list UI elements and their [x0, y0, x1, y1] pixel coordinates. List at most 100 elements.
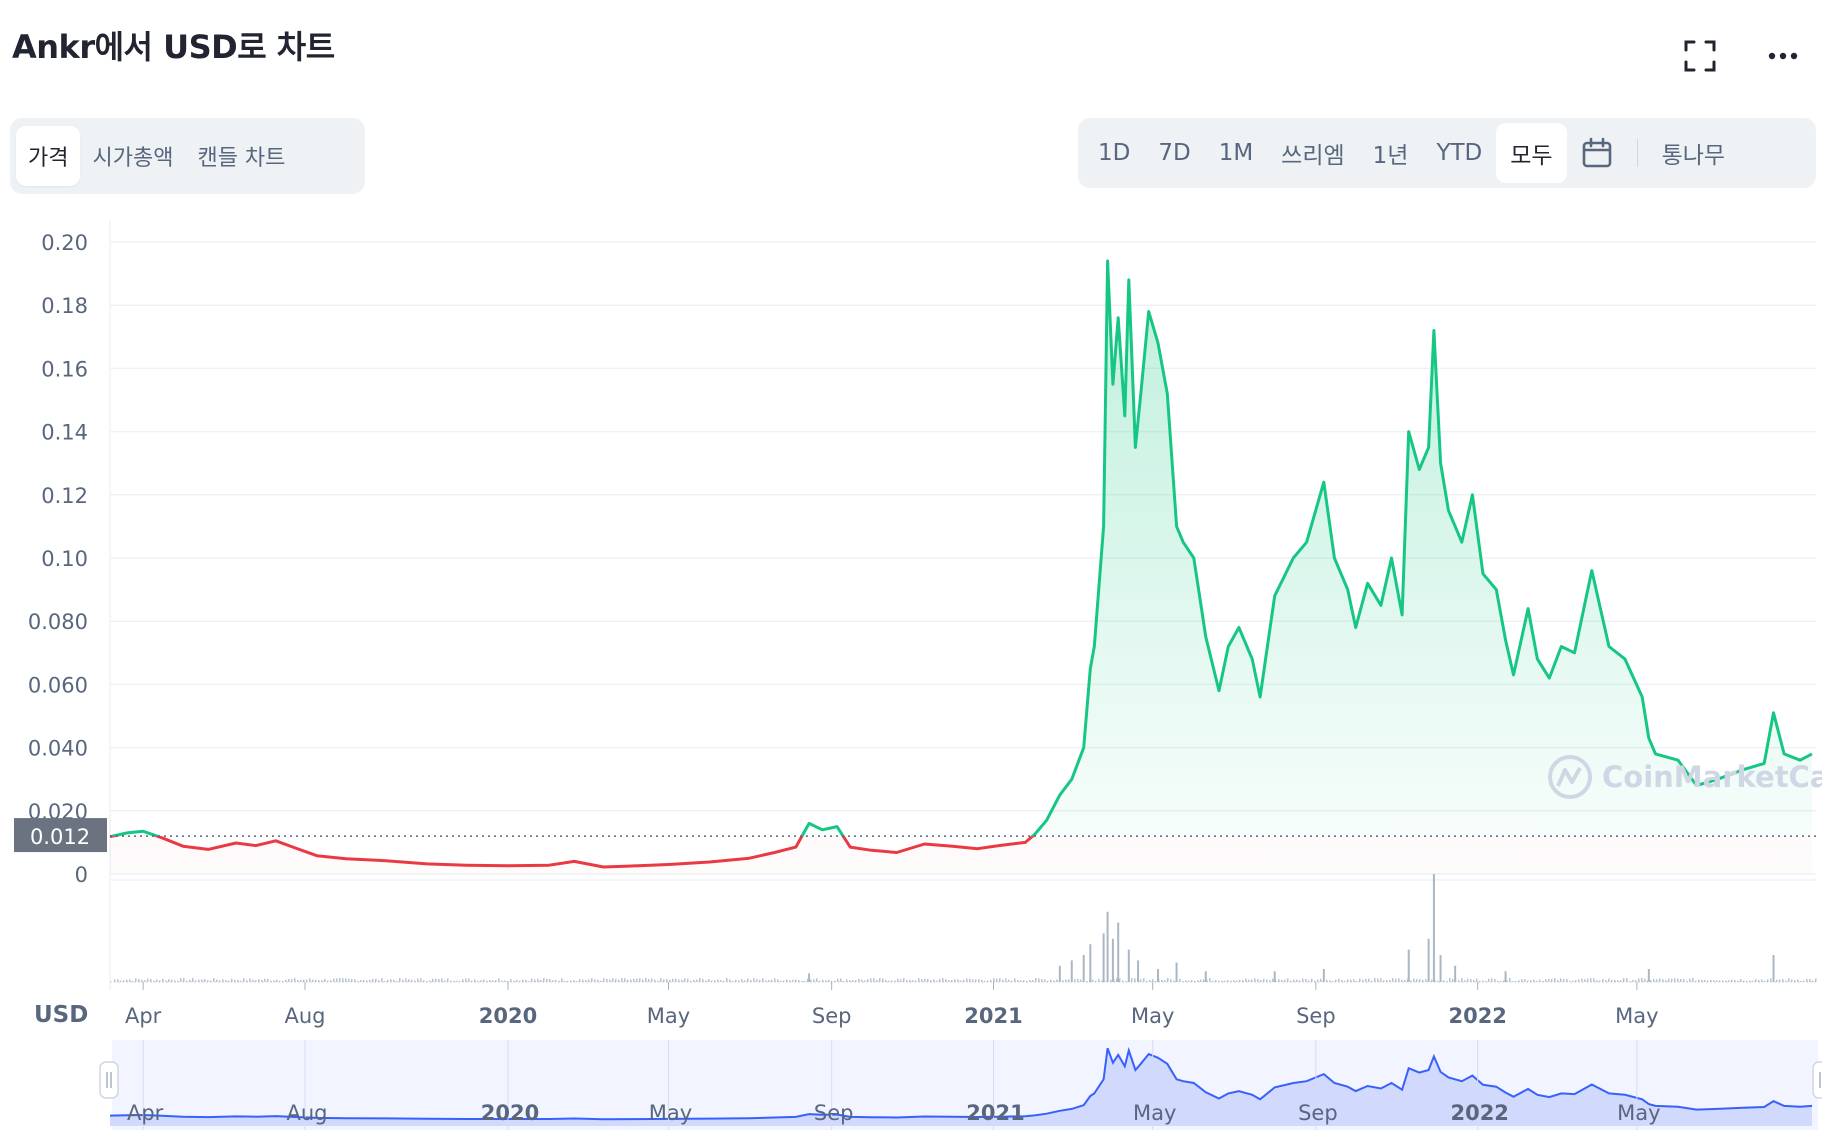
volume-bar: [1587, 978, 1589, 982]
volume-bar: [1308, 980, 1310, 982]
volume-bar: [234, 979, 236, 982]
volume-bar: [978, 979, 980, 982]
volume-bar: [774, 978, 776, 982]
range-7d[interactable]: 7D: [1158, 140, 1191, 166]
y-tick-label: 0.080: [28, 610, 88, 634]
volume-bar: [972, 979, 974, 982]
volume-bar: [603, 978, 605, 982]
volume-bar: [573, 980, 575, 982]
volume-bar: [1035, 978, 1037, 982]
volume-bar: [1782, 979, 1784, 982]
volume-bar: [798, 980, 800, 982]
volume-bar: [1704, 979, 1706, 982]
navigator-label: May: [649, 1101, 692, 1125]
volume-bar: [1098, 979, 1100, 982]
tab-price[interactable]: 가격: [16, 126, 81, 186]
volume-bar: [729, 979, 731, 982]
range-1y[interactable]: 1년: [1372, 143, 1409, 169]
volume-bar: [831, 980, 833, 982]
volume-bar: [666, 979, 668, 982]
volume-bar: [1584, 979, 1586, 982]
volume-bar: [357, 980, 359, 982]
volume-bar: [744, 980, 746, 982]
volume-bar: [1566, 978, 1568, 982]
volume-bar: [552, 980, 554, 982]
volume-bar: [789, 980, 791, 982]
range-all[interactable]: 모두: [1496, 123, 1567, 183]
volume-bar: [855, 980, 857, 982]
range-1m[interactable]: 1M: [1218, 140, 1254, 166]
volume-bar: [912, 980, 914, 982]
volume-bar: [1266, 979, 1268, 982]
range-3m[interactable]: 쓰리엠: [1281, 143, 1345, 169]
volume-bar: [990, 979, 992, 982]
volume-bar: [1578, 979, 1580, 982]
volume-bar: [1101, 980, 1103, 982]
range-navigator[interactable]: Apr Aug 2020 May Sep 2021 May Sep 2022 May: [99, 1040, 1822, 1130]
volume-bar: [480, 980, 482, 982]
calendar-icon[interactable]: [1567, 123, 1627, 183]
volume-bar: [1134, 978, 1136, 982]
volume-bar: [840, 978, 842, 982]
log-scale-toggle[interactable]: 통나무: [1661, 143, 1726, 169]
volume-bar: [1668, 978, 1670, 982]
volume-bar: [387, 979, 389, 982]
volume-bar: [195, 980, 197, 982]
volume-bar: [372, 978, 374, 982]
volume-bar: [1419, 979, 1421, 982]
volume-bar: [735, 979, 737, 982]
volume-bar: [555, 979, 557, 982]
volume-bar: [177, 980, 179, 982]
volume-bar: [894, 980, 896, 982]
volume-bar: [1116, 978, 1118, 982]
volume-bar: [1017, 979, 1019, 982]
fullscreen-icon[interactable]: [1680, 36, 1720, 76]
volume-bar: [420, 978, 422, 982]
volume-bar: [1092, 979, 1094, 982]
volume-bar: [570, 980, 572, 982]
range-1d[interactable]: 1D: [1098, 140, 1131, 166]
more-icon[interactable]: [1763, 36, 1803, 76]
volume-bar: [1473, 979, 1475, 982]
volume-bar: [414, 980, 416, 982]
volume-bar: [1257, 978, 1259, 982]
volume-bar: [360, 980, 362, 982]
volume-bar: [804, 980, 806, 982]
volume-bar: [1683, 979, 1685, 982]
volume-bar: [957, 979, 959, 982]
volume-bar: [267, 979, 269, 982]
volume-bar: [1356, 980, 1358, 982]
volume-bar: [987, 980, 989, 982]
volume-bar: [1401, 979, 1403, 982]
volume-bar: [558, 980, 560, 982]
volume-bar: [1230, 980, 1232, 982]
volume-bar: [1557, 980, 1559, 982]
volume-bar: [1701, 979, 1703, 982]
volume-bar: [1563, 979, 1565, 982]
volume-bar: [171, 979, 173, 982]
tab-candle-chart[interactable]: 캔들 차트: [197, 146, 286, 171]
navigator-handle-left[interactable]: [99, 1061, 119, 1099]
volume-bar: [1482, 980, 1484, 982]
chart-type-tabs: 가격 시가총액 캔들 차트: [10, 118, 365, 194]
volume-bar: [201, 979, 203, 982]
x-axis: USD Apr Aug 2020 May Sep 2021 May Sep 2022 May: [34, 982, 1659, 1028]
range-ytd[interactable]: YTD: [1436, 140, 1483, 166]
volume-bar: [1332, 980, 1334, 982]
navigator-handle-right[interactable]: [1812, 1061, 1822, 1099]
volume-bar: [1338, 978, 1340, 982]
volume-bar: [1020, 980, 1022, 982]
volume-bar: [924, 978, 926, 982]
volume-bar: [276, 979, 278, 982]
tab-market-cap[interactable]: 시가총액: [92, 146, 174, 171]
volume-bar: [543, 978, 545, 982]
volume-bar: [123, 980, 125, 982]
volume-bar: [1383, 980, 1385, 982]
volume-bar: [1392, 978, 1394, 982]
volume-bar: [381, 978, 383, 982]
volume-bar: [1194, 980, 1196, 982]
coinmarketcap-watermark: CoinMarketCap: [1548, 755, 1822, 799]
volume-bar: [1504, 971, 1507, 982]
volume-bar: [714, 980, 716, 982]
